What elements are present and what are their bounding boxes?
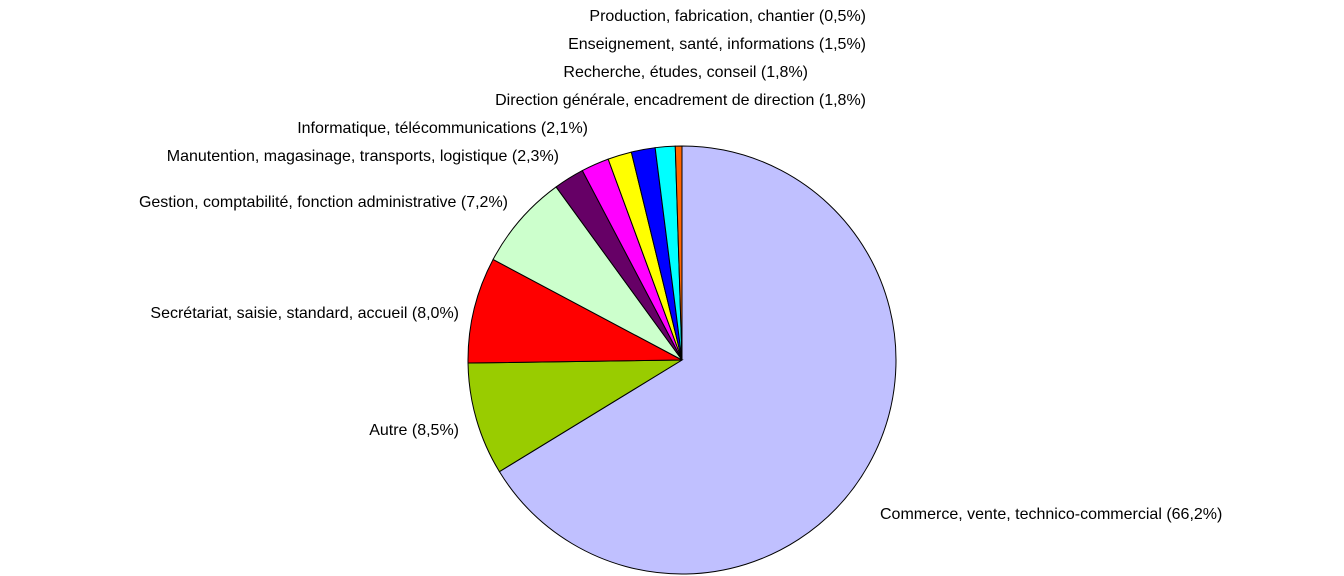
pie-slice xyxy=(467,258,683,364)
pie-slice xyxy=(467,359,684,473)
slice-label: Secrétariat, saisie, standard, accueil (… xyxy=(150,305,459,322)
slice-label: Gestion, comptabilité, fonction administ… xyxy=(139,194,508,211)
slice-label: Manutention, magasinage, transports, log… xyxy=(167,148,559,165)
slice-label: Autre (8,5%) xyxy=(369,422,459,439)
slice-label: Enseignement, santé, informations (1,5%) xyxy=(568,36,866,53)
slice-label: Production, fabrication, chantier (0,5%) xyxy=(589,8,866,25)
pie-slice xyxy=(674,145,683,361)
slice-label: Informatique, télécommunications (2,1%) xyxy=(297,120,588,137)
slice-label: Recherche, études, conseil (1,8%) xyxy=(563,64,808,81)
slice-label: Commerce, vente, technico-commercial (66… xyxy=(880,506,1222,523)
slice-label: Direction générale, encadrement de direc… xyxy=(495,92,866,109)
pie-slice xyxy=(498,145,897,575)
